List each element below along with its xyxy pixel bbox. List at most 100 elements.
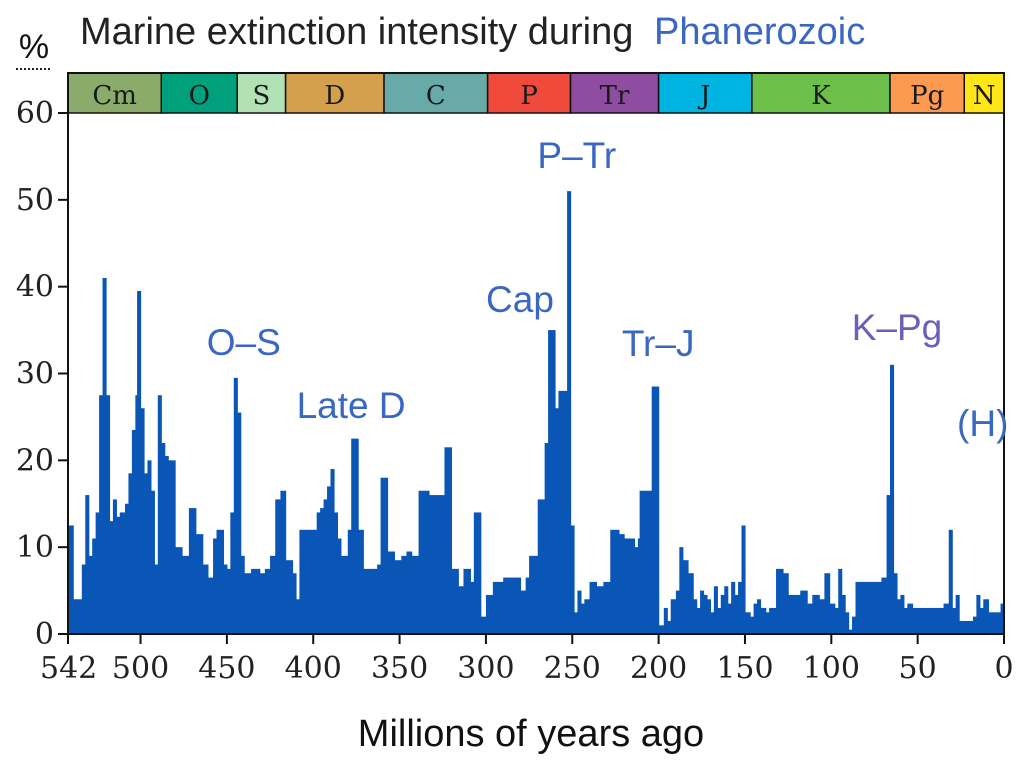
extinction-bar: [943, 603, 950, 634]
extinction-bar: [387, 551, 395, 634]
extinction-bar: [128, 473, 133, 634]
extinction-bar: [807, 603, 813, 634]
extinction-bar: [881, 577, 888, 634]
extinction-bar: [824, 573, 831, 634]
extinction-bar: [596, 586, 604, 634]
extinction-bar: [340, 555, 349, 634]
extinction-bar: [351, 438, 359, 634]
extinction-bar: [119, 512, 126, 634]
extinction-bar: [131, 429, 136, 634]
extinction-bar: [292, 573, 297, 634]
extinction-bar: [800, 590, 808, 634]
extinction-bar: [280, 490, 287, 634]
extinction-bar: [124, 503, 130, 634]
extinction-bar: [515, 577, 522, 634]
extinction-bar: [896, 599, 901, 634]
extinction-bar: [637, 538, 641, 634]
extinction-bar: [95, 512, 100, 634]
extinction-bar: [734, 594, 739, 634]
y-tick-label: 20: [16, 443, 54, 478]
period-pg: [889, 72, 966, 114]
extinction-bar: [738, 581, 743, 634]
extinction-bar: [418, 490, 430, 634]
extinction-bar: [750, 616, 755, 634]
extinction-bar: [624, 538, 636, 634]
extinction-bar: [327, 486, 332, 634]
extinction-bar: [470, 581, 475, 634]
event-label[interactable]: (H): [957, 403, 1008, 444]
extinction-bar: [663, 607, 668, 634]
extinction-bar: [73, 599, 83, 634]
extinction-bar: [589, 581, 598, 634]
chart-title-link[interactable]: Phanerozoic: [654, 11, 865, 53]
x-tick-label: 300: [457, 651, 514, 686]
y-tick-label: 50: [16, 183, 54, 218]
extinction-bar: [834, 607, 839, 634]
extinction-bar: [237, 412, 242, 634]
extinction-bar: [912, 607, 927, 634]
extinction-bar: [88, 555, 93, 634]
extinction-bar: [741, 525, 746, 634]
extinction-bar: [458, 586, 465, 634]
event-label[interactable]: Late D: [297, 385, 406, 426]
extinction-bar: [769, 607, 777, 634]
extinction-bar: [251, 568, 261, 634]
period-k: [751, 72, 891, 114]
period-label-c: C: [426, 81, 446, 111]
extinction-bar: [855, 581, 865, 634]
extinction-bar: [679, 547, 684, 634]
extinction-bar: [213, 538, 218, 634]
extinction-bar: [731, 581, 736, 634]
extinction-bar: [782, 573, 789, 634]
extinction-bar: [869, 581, 876, 634]
extinction-bar: [112, 499, 117, 634]
extinction-bar: [102, 277, 107, 634]
extinction-bar: [573, 612, 579, 634]
extinction-bar: [558, 390, 565, 634]
extinction-bar: [380, 477, 389, 634]
extinction-bar: [370, 568, 378, 634]
event-label[interactable]: K–Pg: [852, 307, 943, 348]
extinction-bar: [520, 590, 527, 634]
extinction-bar: [259, 573, 266, 634]
extinction-bar: [164, 455, 169, 634]
extinction-bar: [377, 564, 382, 634]
extinction-bar: [765, 612, 770, 634]
extinction-bar: [603, 581, 611, 634]
extinction-bar: [195, 534, 204, 634]
period-label-j: J: [697, 81, 710, 111]
extinction-bar: [997, 612, 1002, 634]
extinction-bar: [411, 555, 420, 634]
extinction-bar: [525, 577, 530, 634]
extinction-bar: [140, 408, 145, 634]
extinction-bar: [886, 495, 891, 634]
event-label[interactable]: Tr–J: [622, 323, 695, 364]
extinction-bar: [570, 525, 575, 634]
extinction-bar: [503, 577, 516, 634]
period-label-p: P: [520, 81, 538, 111]
extinction-bar: [428, 495, 440, 634]
extinction-bar: [85, 495, 90, 634]
extinction-bar: [972, 616, 977, 634]
extinction-bar: [401, 555, 408, 634]
extinction-bar: [337, 538, 342, 634]
extinction-bar: [168, 460, 176, 634]
extinction-bar: [463, 568, 471, 634]
event-label[interactable]: O–S: [207, 322, 281, 363]
extinction-bar: [548, 330, 556, 634]
extinction-bar: [406, 551, 413, 634]
annotations: O–S Late D Cap P–Tr Tr–J K–Pg (H): [207, 135, 1009, 444]
event-label[interactable]: Cap: [486, 279, 554, 320]
extinction-bar: [760, 607, 767, 634]
x-ticks: 542 500 450 400 350 300 250 200 150 100 50 0: [40, 634, 1014, 686]
extinction-bar: [893, 573, 898, 634]
x-tick-label: 150: [716, 651, 773, 686]
period-band: Cm O S D C P Tr J K Pg N: [67, 72, 1005, 114]
extinction-bar: [320, 508, 325, 634]
extinction-bar: [313, 529, 318, 634]
y-tick-label: 30: [16, 357, 54, 392]
x-tick-label: 200: [630, 651, 687, 686]
extinction-bar: [333, 512, 339, 634]
extinction-bar: [618, 534, 625, 634]
event-label[interactable]: P–Tr: [537, 135, 616, 176]
